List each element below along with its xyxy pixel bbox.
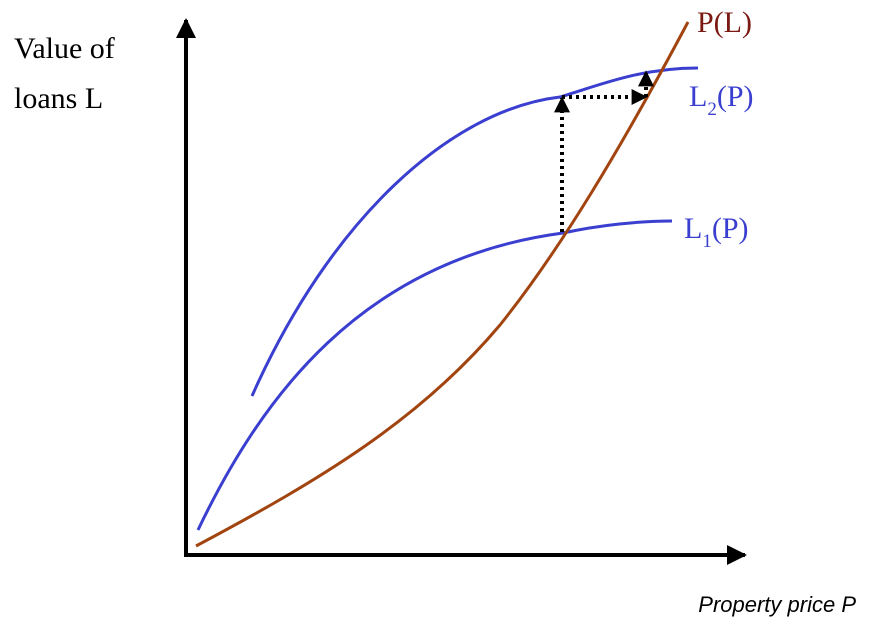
loan-curve-1-label-tail: (P) [712,212,749,245]
loan-curve-2-label: L2(P) [689,80,754,120]
price-curve-label: P(L) [697,6,752,39]
x-axis-label: Property price P [698,592,856,617]
price-curve [195,21,690,548]
loan-curve-2 [250,66,699,397]
loan-curve-2-label-tail: (P) [717,80,754,113]
loan-curve-1 [196,219,673,531]
y-axis-label-line1: Value of [14,32,115,65]
loan-curve-2-label-main: L [689,80,707,113]
loan-curve-1-label-sub: 1 [702,231,712,252]
loan-curve-2-label-sub: 2 [707,99,717,120]
loan-curve-1-label-main: L [684,212,702,245]
loan-curve-1-label: L1(P) [684,212,749,252]
y-axis-label-line2: loans L [14,82,103,115]
